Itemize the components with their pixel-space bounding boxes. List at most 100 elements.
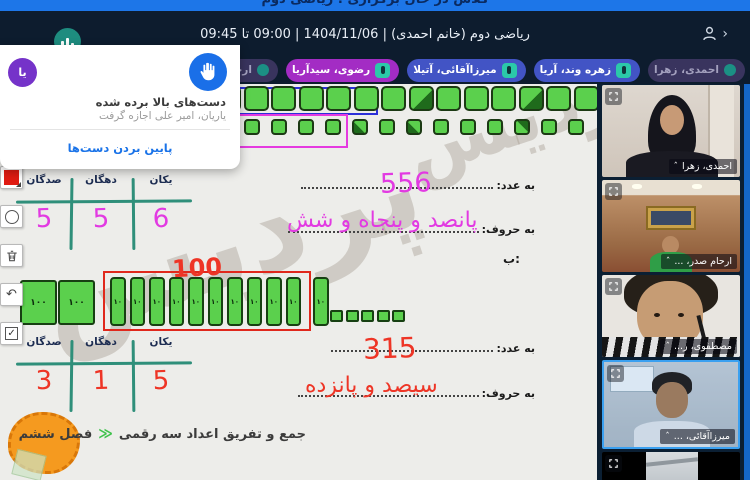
speaker-caret-icon: ˆ bbox=[665, 431, 670, 442]
trash-tool-button[interactable] bbox=[0, 244, 23, 267]
handwritten-digit: 3 bbox=[35, 365, 53, 397]
place-value-table-a: صدگان دهگان یکان 5 5 6 bbox=[15, 174, 193, 254]
table-values: 5 5 6 bbox=[18, 203, 190, 235]
words-label: به حروف: bbox=[481, 223, 535, 236]
exercise-a-words-row: به حروف: bbox=[285, 223, 535, 236]
handwritten-digit: 1 bbox=[92, 365, 110, 397]
one-block bbox=[352, 119, 368, 135]
lesson-title: جمع و تفریق اعداد سه رقمی bbox=[118, 426, 306, 442]
video-tile[interactable] bbox=[602, 452, 740, 480]
video-tile[interactable]: احمدی، زهرا ˆ bbox=[602, 85, 740, 177]
ten-rod: ۱۰ bbox=[227, 277, 243, 326]
checkbox-icon: ✓ bbox=[5, 327, 18, 340]
person-icon bbox=[703, 26, 717, 41]
dotted-line bbox=[288, 231, 479, 233]
one-block bbox=[546, 86, 571, 111]
table-values: 3 1 5 bbox=[18, 365, 190, 397]
handwritten-number-b: 315 bbox=[362, 331, 418, 366]
video-name-label: ارحام صدر، ... ˆ bbox=[660, 254, 737, 269]
ten-rod: ۱۰ bbox=[285, 277, 301, 326]
table-headers: صدگان دهگان یکان bbox=[18, 174, 190, 186]
ones-blocks-row-large bbox=[216, 86, 597, 111]
exercise-b-number-row: به عدد: bbox=[328, 342, 535, 355]
dotted-line bbox=[331, 350, 494, 352]
one-block bbox=[298, 86, 324, 111]
column-header: دهگان bbox=[85, 174, 117, 186]
fill-color-tool-button[interactable] bbox=[0, 166, 23, 189]
undo-tool-button[interactable]: ↶ bbox=[0, 283, 23, 306]
video-tile[interactable]: میرزاآقائی، ... ˆ bbox=[602, 360, 740, 449]
ellipse-tool-button[interactable] bbox=[0, 205, 23, 228]
expand-icon[interactable] bbox=[605, 183, 622, 200]
bar-icon bbox=[66, 38, 69, 49]
one-block bbox=[518, 86, 544, 111]
participants-toggle-button[interactable]: ‹ bbox=[700, 24, 728, 43]
one-block bbox=[325, 119, 341, 135]
one-block bbox=[379, 119, 395, 135]
one-cube bbox=[376, 310, 390, 322]
column-header: صدگان bbox=[26, 336, 62, 348]
exercise-b-words-row: به حروف: bbox=[295, 387, 535, 400]
exercise-a-number-row: به عدد: bbox=[298, 179, 535, 192]
item-b-label: ب: bbox=[503, 252, 520, 266]
sidebar-scrollbar[interactable] bbox=[744, 84, 750, 480]
participant-pill[interactable]: احمدی، زهرا bbox=[648, 58, 745, 82]
lower-hands-button[interactable]: پایین بردن دست‌ها bbox=[67, 141, 173, 155]
participant-name: ارحام صدر، ... bbox=[674, 256, 732, 267]
participant-pill[interactable]: زهره وند، آریا bbox=[533, 58, 640, 82]
participant-name: احمدی، زهرا bbox=[682, 161, 732, 172]
video-name-label: میرزاآقائی، ... ˆ bbox=[660, 429, 735, 444]
expand-icon[interactable] bbox=[605, 278, 622, 295]
speaker-caret-icon: ˆ bbox=[673, 161, 679, 172]
raised-hands-popup: یا دست‌های بالا برده شده یاریان، امیر عل… bbox=[0, 45, 240, 169]
participant-name: زهره وند، آریا bbox=[539, 64, 611, 76]
words-label: به حروف: bbox=[481, 387, 535, 400]
table-headers: صدگان دهگان یکان bbox=[18, 336, 190, 348]
handwritten-digit: 6 bbox=[152, 203, 170, 235]
handwritten-number-a: 556 bbox=[379, 167, 433, 200]
speaker-caret-icon: ˆ bbox=[665, 341, 670, 352]
ten-rods: ۱۰ ۱۰ ۱۰ ۱۰ ۱۰ ۱۰ ۱۰ ۱۰ ۱۰ ۱۰ bbox=[110, 277, 301, 326]
ten-rod: ۱۰ bbox=[149, 277, 165, 326]
expand-icon[interactable] bbox=[605, 455, 622, 472]
video-tile[interactable]: ارحام صدر، ... ˆ bbox=[602, 180, 740, 272]
one-block bbox=[243, 86, 269, 111]
one-cube bbox=[392, 310, 405, 322]
presence-dot-icon bbox=[256, 64, 269, 76]
one-block bbox=[271, 86, 296, 111]
one-cube bbox=[361, 310, 374, 322]
popup-subtitle: یاریان، امیر علی اجازه گرفت bbox=[98, 110, 226, 122]
hundred-flat: ۱۰۰ bbox=[20, 280, 57, 325]
video-sidebar: احمدی، زهرا ˆ ارحام صدر، ... ˆ مصطفوی، ر... ˆ… bbox=[597, 84, 744, 480]
one-block bbox=[541, 119, 557, 135]
ten-rod: ۱۰ bbox=[207, 277, 223, 326]
expand-icon[interactable] bbox=[607, 365, 624, 382]
ten-rod: ۱۰ bbox=[129, 277, 145, 326]
select-tool-button[interactable]: ✓ bbox=[0, 322, 23, 345]
mic-icon bbox=[616, 62, 631, 78]
one-block bbox=[460, 119, 476, 135]
participant-name: میرزاآقائی، ... bbox=[673, 431, 730, 442]
ten-rod: ۱۰ bbox=[110, 277, 126, 326]
one-block bbox=[433, 119, 449, 135]
video-name-label: احمدی، زهرا ˆ bbox=[668, 159, 737, 174]
hundred-flats: ۱۰۰ ۱۰۰ bbox=[20, 280, 95, 325]
participant-pill[interactable]: میرزاآقائی، آتیلا bbox=[407, 58, 526, 82]
student-avatar: یا bbox=[8, 58, 37, 87]
color-swatch-icon bbox=[4, 170, 19, 185]
one-block bbox=[271, 119, 287, 135]
participant-pill[interactable]: رضوی، سیدآریا bbox=[285, 58, 400, 82]
one-cube bbox=[345, 310, 359, 322]
video-tile[interactable]: مصطفوی، ر... ˆ bbox=[602, 275, 740, 357]
ten-rod: ۱۰ bbox=[188, 277, 204, 326]
one-block bbox=[408, 86, 434, 111]
expand-icon[interactable] bbox=[605, 88, 622, 105]
video-name-label: مصطفوی، ر... ˆ bbox=[660, 339, 737, 354]
one-block bbox=[381, 86, 406, 111]
one-block bbox=[298, 119, 314, 135]
one-block bbox=[353, 86, 379, 111]
mic-icon bbox=[501, 62, 517, 78]
handwritten-digit: 5 bbox=[152, 365, 170, 397]
presence-dot-icon bbox=[724, 64, 736, 76]
